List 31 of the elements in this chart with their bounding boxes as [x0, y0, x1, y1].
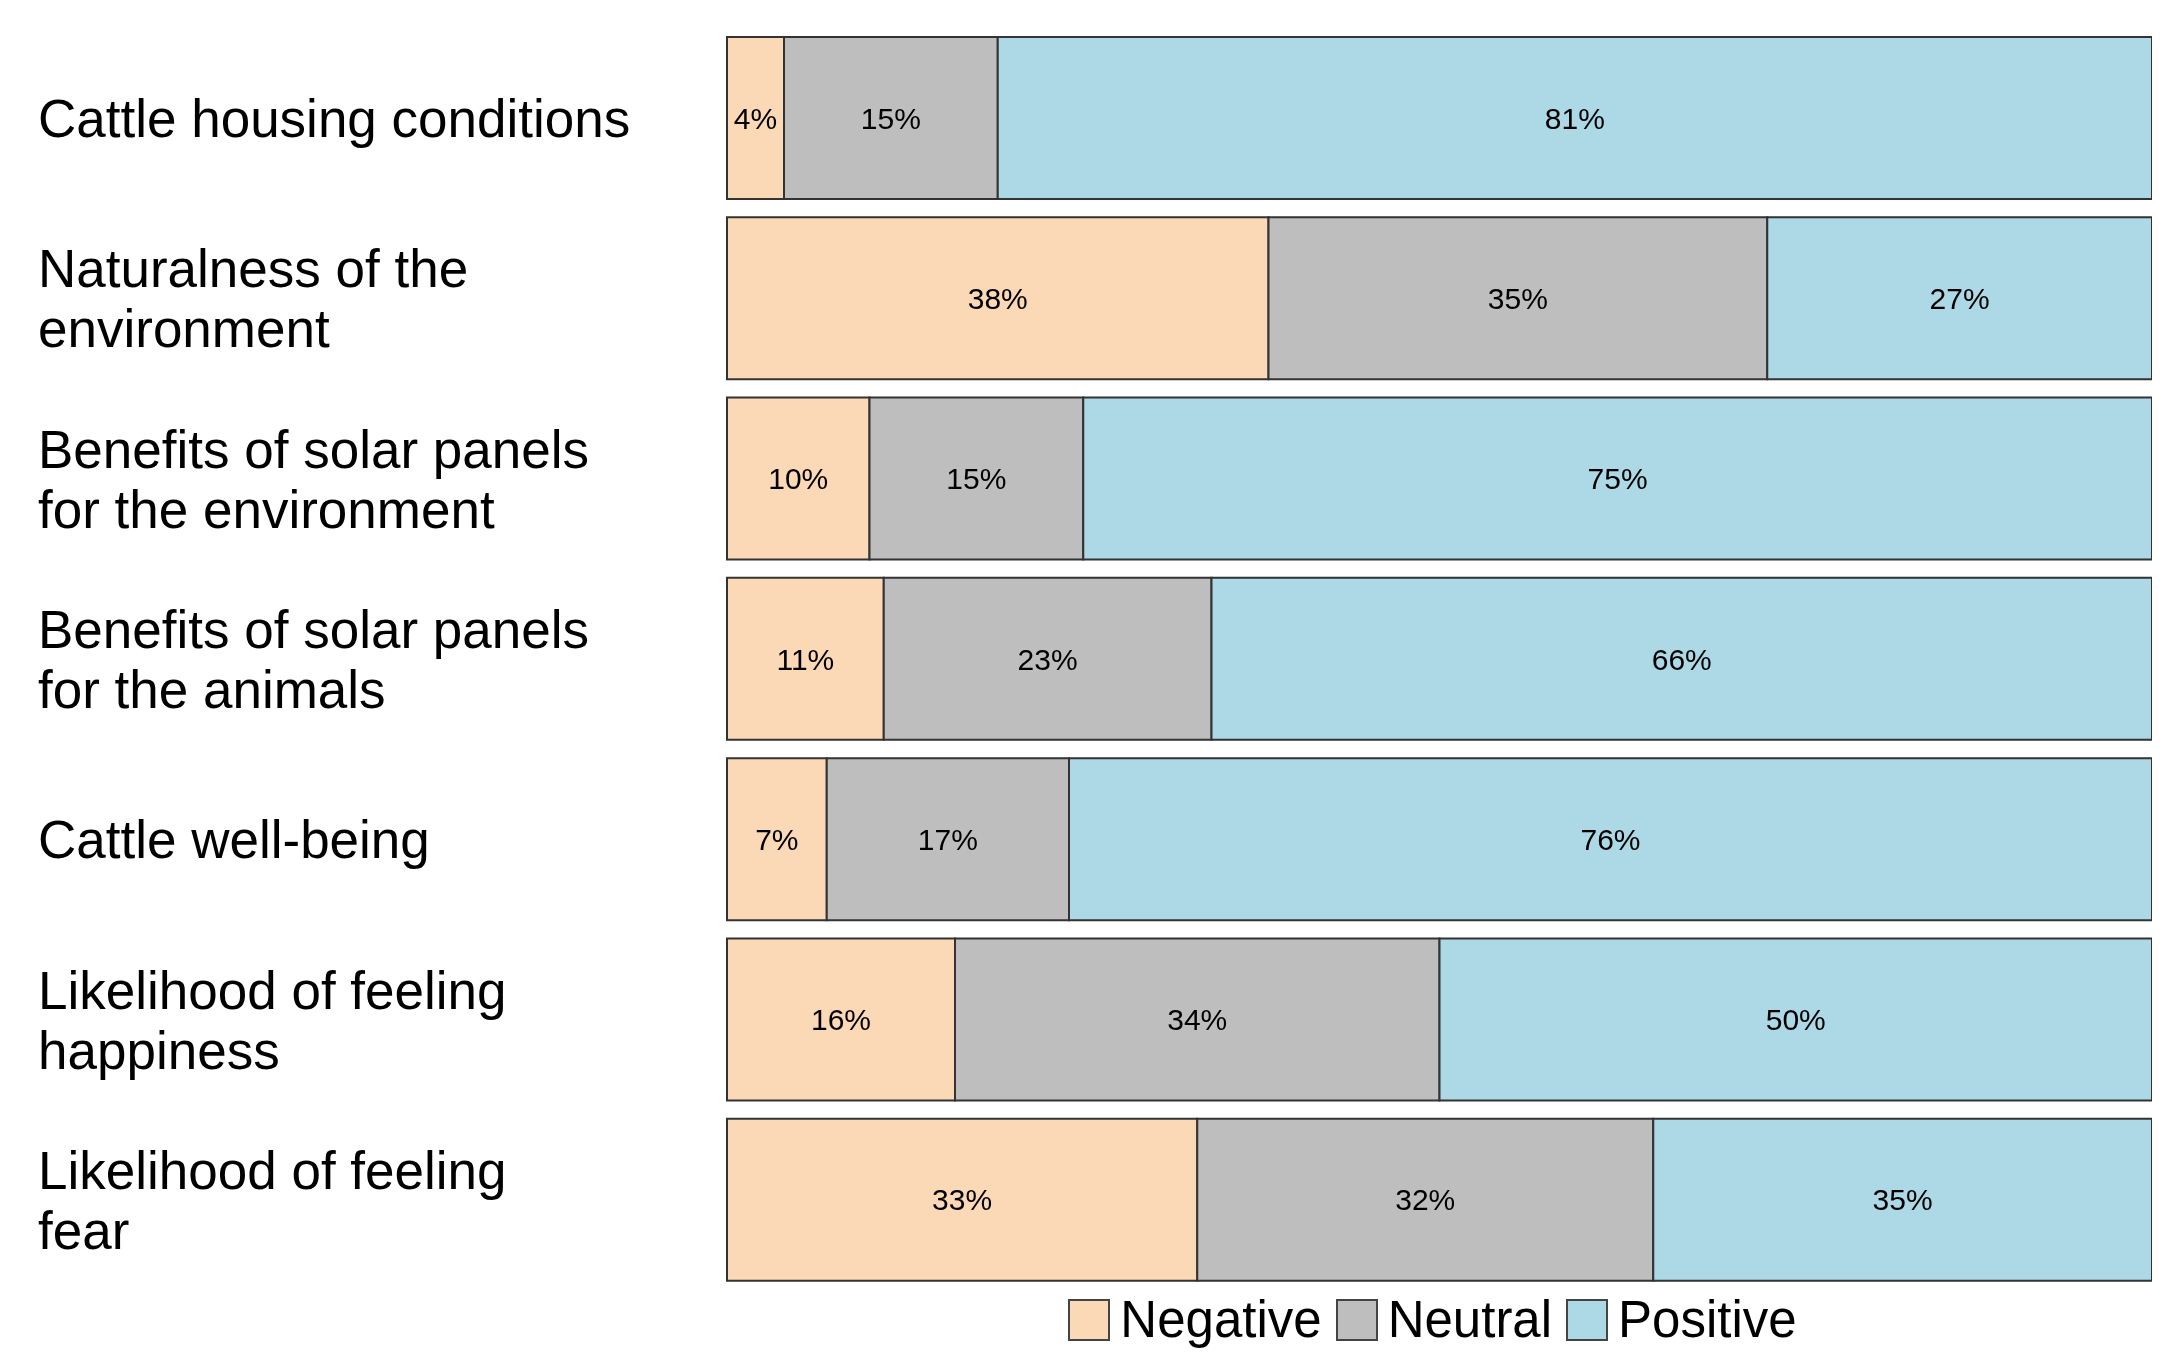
data-label: 81%	[1544, 101, 1605, 135]
data-label: 7%	[755, 822, 799, 856]
y-tick-label: Cattle housing conditions	[38, 88, 631, 148]
y-tick-label: Benefits of solar panels for the environment	[38, 419, 589, 539]
data-label: 10%	[768, 462, 829, 496]
y-tick-label: Likelihood of feeling happiness	[38, 960, 507, 1080]
y-tick-label: Benefits of solar panels for the animals	[38, 599, 589, 719]
y-tick-label: Likelihood of feeling fear	[38, 1140, 507, 1260]
legend-label: Negative	[1120, 1290, 1322, 1349]
data-label: 32%	[1395, 1183, 1456, 1217]
data-label: 38%	[967, 281, 1028, 315]
data-label: 11%	[776, 642, 835, 676]
data-label: 15%	[860, 101, 921, 135]
series-label: Positive	[1618, 1290, 1797, 1349]
data-label: 4%	[733, 101, 778, 135]
data-label: 33%	[932, 1183, 993, 1217]
data-label: 34%	[1167, 1003, 1228, 1037]
data-label: 75%	[1587, 462, 1648, 496]
data-label: 66%	[1651, 642, 1712, 676]
legend-label: Neutral	[1387, 1290, 1553, 1349]
y-tick-label: Cattle well-being	[38, 809, 430, 869]
data-label: 17%	[917, 822, 978, 856]
y-tick-label: Naturalness of the environment	[38, 238, 469, 358]
data-label: 76%	[1580, 822, 1641, 856]
data-label: 23%	[1017, 642, 1078, 676]
data-label: 15%	[946, 462, 1007, 496]
data-label: 16%	[810, 1003, 872, 1037]
data-label: 35%	[1872, 1183, 1933, 1217]
data-label: 50%	[1765, 1003, 1826, 1037]
data-label: 27%	[1929, 281, 1990, 315]
data-label: 35%	[1487, 281, 1548, 315]
